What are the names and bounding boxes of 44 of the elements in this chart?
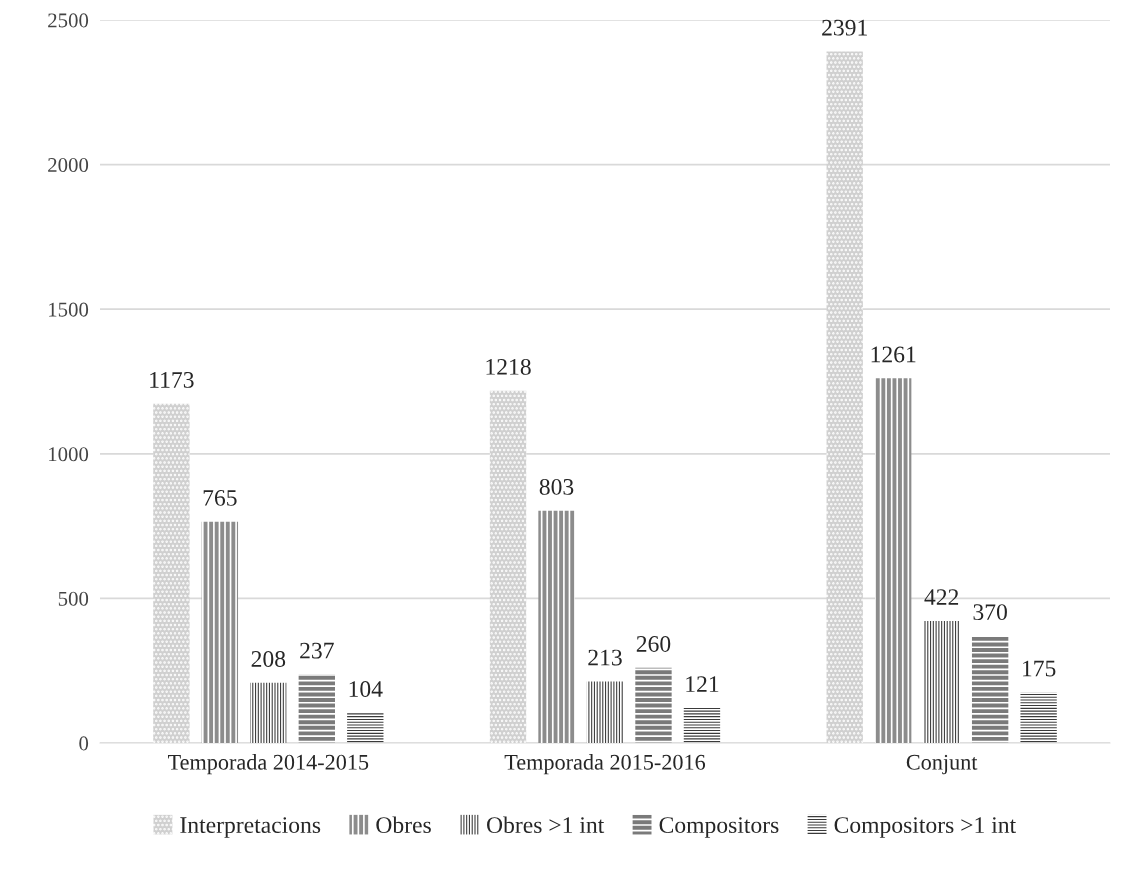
bar	[153, 403, 190, 743]
data-label: 213	[588, 649, 622, 666]
legend-label: Obres	[376, 816, 431, 834]
y-tick-label: 2500	[48, 13, 89, 28]
data-label: 121	[686, 676, 719, 692]
data-label: 208	[251, 651, 286, 667]
bar	[923, 620, 960, 743]
legend-label: Compositors	[659, 817, 779, 838]
data-label: 1261	[871, 346, 916, 363]
bar	[826, 51, 863, 743]
y-tick-label: 1000	[49, 447, 89, 462]
bar	[683, 708, 721, 743]
legend-label: Obres >1 int	[487, 816, 605, 834]
legend-label: Interpretacions	[180, 817, 321, 838]
bar	[875, 378, 912, 743]
bar	[538, 510, 575, 743]
y-tick-label: 500	[58, 591, 89, 606]
bar	[201, 521, 239, 743]
legend-label: Compositors >1 int	[834, 817, 1016, 838]
data-label: 422	[924, 589, 959, 605]
data-label: 104	[349, 681, 383, 698]
data-label: 237	[300, 642, 334, 659]
bar	[635, 667, 672, 743]
bar	[586, 681, 624, 743]
data-label: 1218	[486, 358, 531, 375]
data-label: 175	[1023, 660, 1056, 677]
x-tick-label: Conjunt	[906, 754, 978, 775]
y-tick-label: 0	[79, 736, 89, 751]
bar	[250, 682, 287, 743]
bar	[489, 390, 527, 743]
bar	[347, 712, 384, 743]
bar	[971, 636, 1009, 743]
data-label: 803	[539, 478, 574, 495]
x-tick-label: Temporada 2015-2016	[504, 754, 706, 775]
x-tick-label: Temporada 2014-2015	[168, 754, 369, 775]
bar	[298, 674, 335, 743]
data-label: 765	[203, 489, 237, 506]
data-label: 370	[973, 604, 1007, 621]
y-tick-label: 2000	[48, 157, 89, 173]
data-label: 2391	[822, 19, 867, 36]
data-label: 260	[636, 635, 671, 652]
bar	[1020, 692, 1057, 743]
data-label: 1173	[150, 371, 194, 388]
y-tick-label: 1500	[49, 302, 89, 317]
